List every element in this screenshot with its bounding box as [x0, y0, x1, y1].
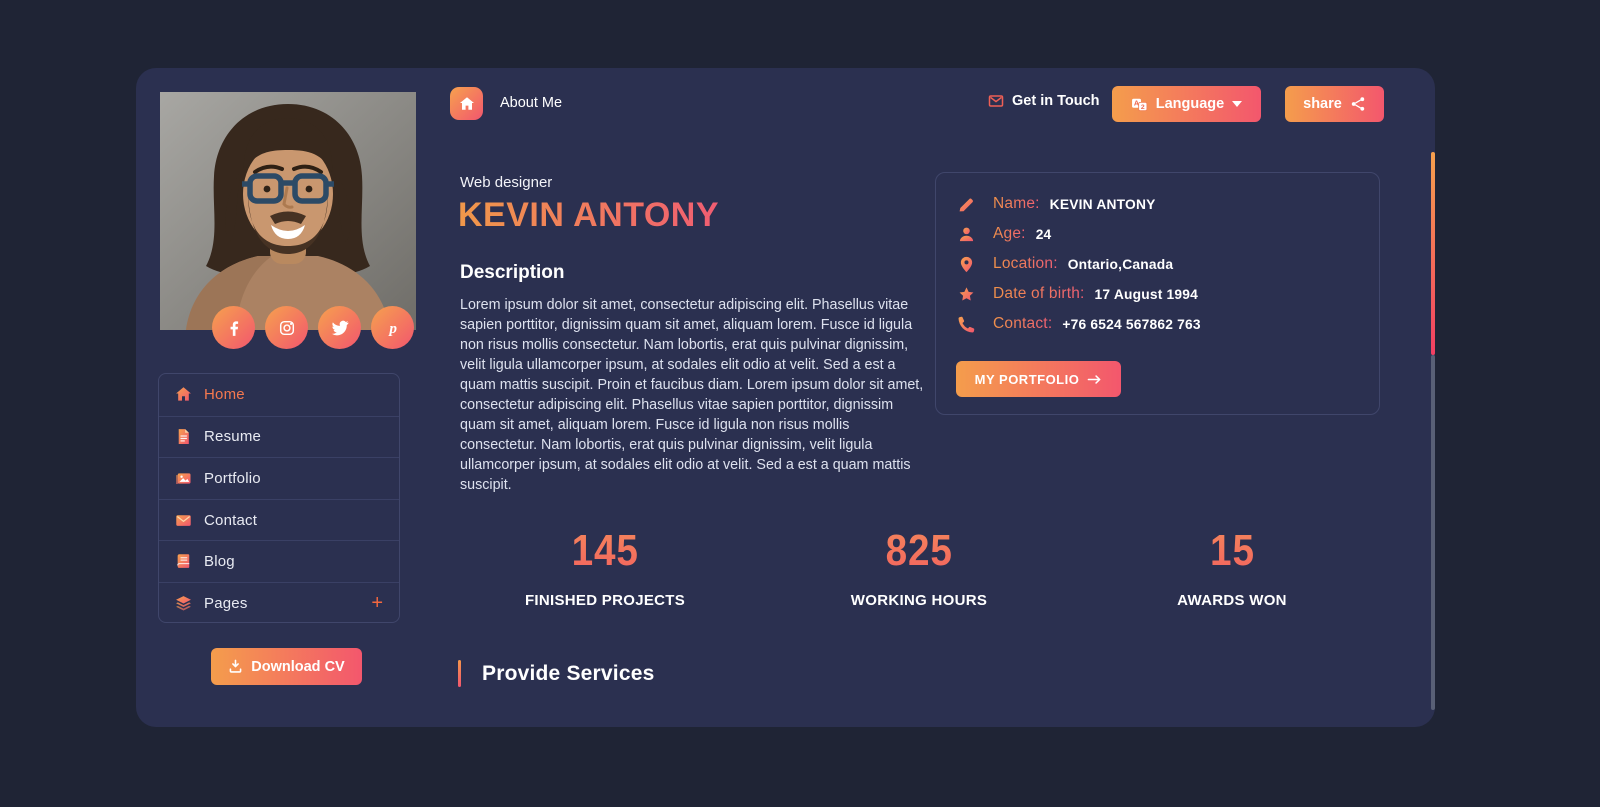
stat-value: 145	[571, 526, 639, 575]
info-row-location: Location: Ontario,Canada	[958, 255, 1173, 273]
sidebar-item-contact[interactable]: Contact	[159, 498, 399, 541]
home-icon	[459, 96, 474, 110]
scrollbar-track[interactable]	[1431, 355, 1435, 710]
info-label: Date of birth:	[993, 285, 1085, 302]
download-icon	[229, 659, 242, 673]
sidebar-menu: Home Resume Portfolio Contact Blog Pages…	[158, 373, 400, 623]
info-value: +76 6524 567862 763	[1062, 316, 1201, 332]
home-badge-button[interactable]	[450, 87, 483, 120]
info-row-contact: Contact: +76 6524 567862 763	[958, 315, 1201, 333]
share-button[interactable]: share	[1285, 86, 1384, 122]
description-paragraph: Lorem ipsum dolor sit amet, consectetur …	[460, 297, 924, 493]
svg-text:A: A	[1134, 98, 1140, 107]
info-label: Age:	[993, 225, 1026, 242]
sidebar-item-label: Portfolio	[204, 469, 261, 487]
star-icon	[959, 286, 974, 301]
book-icon	[177, 554, 190, 569]
layers-icon	[176, 595, 191, 611]
stat-finished-projects: 145 FINISHED PROJECTS	[455, 526, 755, 609]
home-icon	[176, 387, 191, 401]
sidebar-item-blog[interactable]: Blog	[159, 540, 399, 582]
envelope-icon	[176, 514, 191, 526]
envelope-icon	[988, 95, 1004, 107]
info-value: Ontario,Canada	[1067, 256, 1174, 272]
sidebar-item-label: Home	[204, 386, 245, 404]
instagram-icon[interactable]	[265, 306, 308, 349]
sidebar-item-resume[interactable]: Resume	[159, 415, 399, 458]
facebook-icon[interactable]	[212, 306, 255, 349]
sidebar-item-home[interactable]: Home	[159, 374, 399, 416]
stat-awards-won: 15 AWARDS WON	[1082, 526, 1382, 609]
user-icon	[959, 227, 974, 241]
arrow-right-icon	[1088, 374, 1101, 384]
person-name-heading: KEVIN ANTONY	[458, 196, 720, 234]
map-marker-icon	[960, 256, 973, 272]
share-label: share	[1303, 96, 1342, 112]
pinterest-icon[interactable]: p	[371, 306, 414, 349]
sidebar-item-portfolio[interactable]: Portfolio	[159, 457, 399, 499]
info-label: Name:	[993, 195, 1040, 212]
my-portfolio-label: MY PORTFOLIO	[974, 371, 1080, 387]
get-in-touch-label: Get in Touch	[1012, 93, 1100, 109]
svg-text:p: p	[387, 320, 397, 337]
stat-working-hours: 825 WORKING HOURS	[769, 526, 1069, 609]
plus-icon[interactable]: +	[371, 592, 383, 615]
language-label: Language	[1155, 96, 1225, 112]
sidebar-item-pages[interactable]: Pages +	[159, 581, 399, 622]
personal-info-card: Name: KEVIN ANTONY Age: 24 Location: Ont…	[935, 172, 1380, 415]
info-value: 24	[1035, 226, 1052, 242]
stat-label: FINISHED PROJECTS	[524, 592, 686, 609]
info-value: KEVIN ANTONY	[1049, 196, 1156, 212]
resume-icon	[178, 429, 189, 445]
portfolio-icon	[176, 473, 191, 485]
job-title: Web designer	[460, 174, 553, 191]
info-row-age: Age: 24	[958, 225, 1051, 243]
get-in-touch-link[interactable]: Get in Touch	[988, 93, 1100, 109]
scrollbar[interactable]	[1431, 152, 1435, 778]
social-links: p	[160, 306, 416, 349]
info-row-birthdate: Date of birth: 17 August 1994	[958, 285, 1198, 303]
stat-label: WORKING HOURS	[850, 592, 988, 609]
info-row-name: Name: KEVIN ANTONY	[958, 195, 1156, 213]
accent-bar	[458, 660, 461, 687]
info-value: 17 August 1994	[1094, 286, 1199, 302]
sidebar-item-label: Blog	[204, 553, 235, 571]
twitter-icon[interactable]	[318, 306, 361, 349]
provide-services-heading: Provide Services	[482, 661, 655, 685]
sidebar-item-label: Resume	[204, 428, 262, 446]
sidebar-item-label: Pages	[204, 594, 248, 612]
scrollbar-thumb[interactable]	[1431, 152, 1435, 355]
info-label: Location:	[993, 255, 1058, 272]
download-cv-button[interactable]: Download CV	[211, 648, 362, 685]
phone-icon	[958, 316, 975, 332]
stat-value: 825	[885, 526, 953, 575]
stat-value: 15	[1209, 526, 1255, 575]
provide-services-section: Provide Services	[458, 660, 654, 687]
my-portfolio-button[interactable]: MY PORTFOLIO	[956, 361, 1121, 397]
chevron-down-icon	[1232, 101, 1243, 107]
stat-label: AWARDS WON	[1177, 592, 1287, 609]
pencil-icon	[959, 198, 973, 211]
share-icon	[1351, 97, 1365, 111]
svg-text:2: 2	[1141, 103, 1145, 110]
main-card: p Home Resume Portfolio Contact Blog Pag…	[136, 68, 1435, 727]
info-label: Contact:	[993, 315, 1053, 332]
profile-photo	[160, 92, 416, 330]
download-cv-label: Download CV	[251, 658, 345, 675]
description-heading: Description	[460, 262, 565, 283]
page-title: About Me	[500, 95, 563, 111]
sidebar-item-label: Contact	[204, 511, 258, 529]
